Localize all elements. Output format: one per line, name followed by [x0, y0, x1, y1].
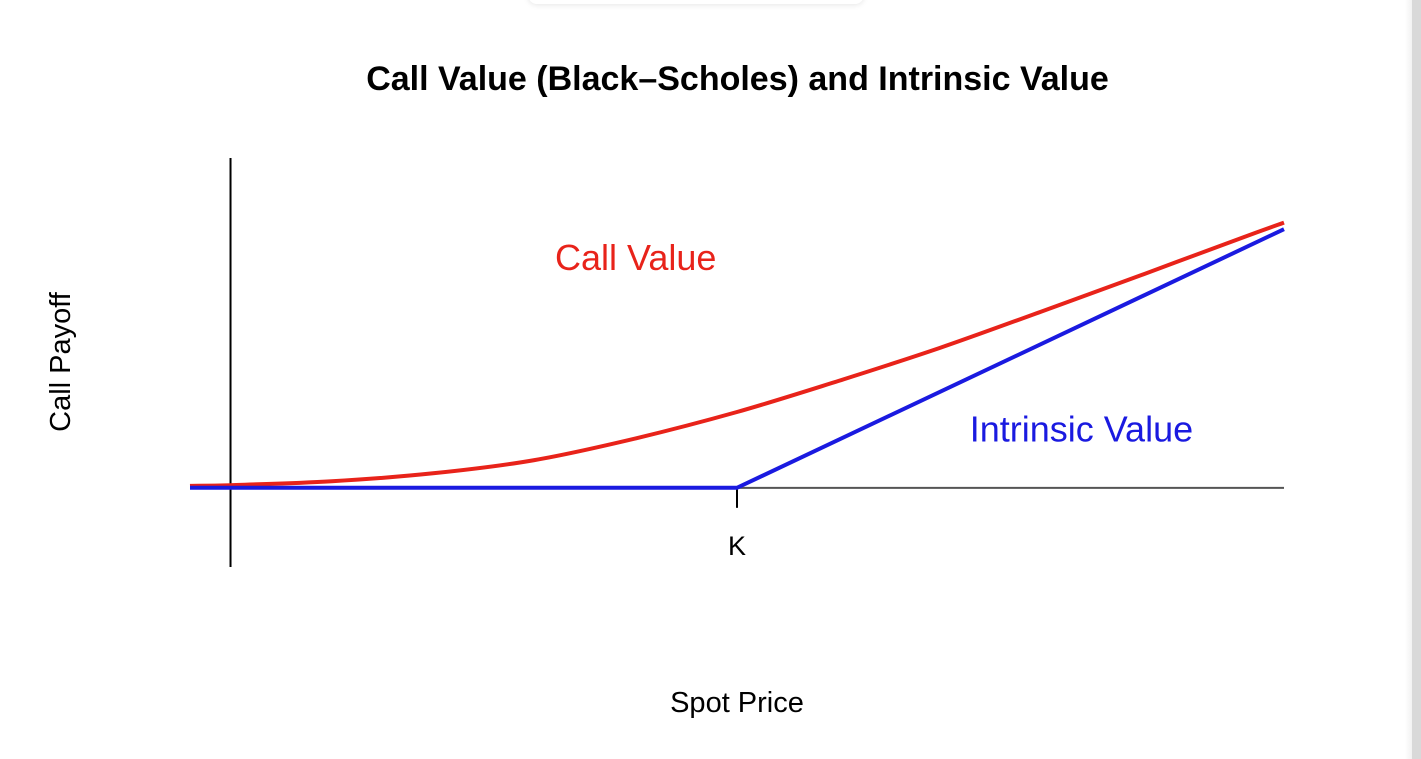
series-line-intrinsic-value	[190, 227, 1285, 490]
x-axis-label: Spot Price	[670, 687, 804, 719]
top-overlay-tab	[528, 0, 864, 4]
annotation-call-value: Call Value	[555, 237, 716, 278]
y-axis-label: Call Payoff	[45, 291, 77, 432]
window-edge	[1412, 0, 1421, 759]
chart-title: Call Value (Black–Scholes) and Intrinsic…	[366, 60, 1109, 98]
x-tick-label-k: K	[728, 531, 746, 561]
series-line-call-value	[189, 220, 1285, 488]
annotation-intrinsic-value: Intrinsic Value	[970, 409, 1193, 450]
window-edge-shadow	[1405, 0, 1412, 759]
